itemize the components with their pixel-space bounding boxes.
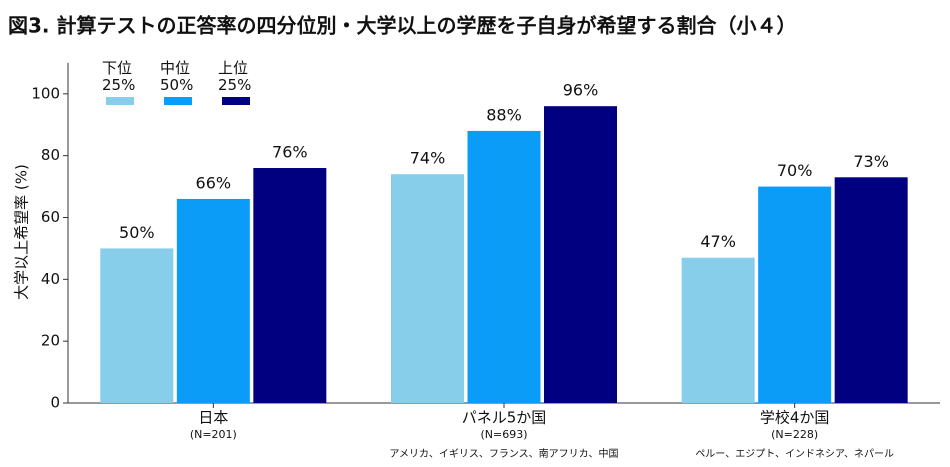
legend-swatch bbox=[106, 97, 134, 105]
value-label: 88% bbox=[486, 105, 522, 124]
bar bbox=[467, 130, 541, 404]
y-tick-label: 20 bbox=[41, 332, 60, 350]
bar bbox=[253, 168, 327, 403]
value-label: 73% bbox=[853, 152, 889, 171]
x-tick-label: 学校4か国 bbox=[760, 409, 830, 427]
category-n: (N=201) bbox=[190, 428, 237, 441]
chart-title: 図3. 計算テストの正答率の四分位別・大学以上の学歴を子自身が希望する割合（小４… bbox=[8, 14, 796, 38]
bar bbox=[758, 186, 832, 403]
category-countries: ペルー、エジプト、インドネシア、ネパール bbox=[695, 448, 894, 460]
y-tick-label: 80 bbox=[41, 146, 60, 164]
bar bbox=[176, 198, 250, 403]
value-label: 47% bbox=[700, 232, 736, 251]
category-n: (N=228) bbox=[771, 428, 818, 441]
x-tick-label: 日本 bbox=[198, 409, 228, 427]
value-label: 96% bbox=[563, 81, 599, 100]
bar bbox=[391, 174, 464, 403]
value-label: 74% bbox=[410, 149, 446, 168]
bar bbox=[681, 257, 755, 403]
y-tick-label: 0 bbox=[50, 394, 60, 412]
value-label: 66% bbox=[196, 173, 232, 192]
bar bbox=[100, 248, 174, 403]
value-label: 70% bbox=[777, 161, 813, 180]
legend-swatch bbox=[222, 97, 250, 105]
legend-label: 中位 50% bbox=[160, 59, 194, 94]
legend-label: 下位 25% bbox=[102, 59, 136, 94]
legend-swatch bbox=[164, 97, 192, 105]
bar bbox=[544, 106, 617, 403]
y-axis-label: 大学以上希望率 (%) bbox=[13, 164, 31, 300]
value-label: 76% bbox=[272, 143, 308, 162]
y-tick-label: 100 bbox=[31, 84, 60, 102]
value-label: 50% bbox=[119, 223, 155, 242]
category-n: (N=693) bbox=[480, 428, 527, 441]
y-tick-label: 60 bbox=[41, 208, 60, 226]
y-tick-label: 40 bbox=[41, 270, 60, 288]
legend-label: 上位 25% bbox=[218, 59, 252, 94]
bar bbox=[834, 177, 908, 403]
category-countries: アメリカ、イギリス、フランス、南アフリカ、中国 bbox=[390, 447, 619, 460]
x-tick-label: パネル5か国 bbox=[462, 409, 547, 427]
